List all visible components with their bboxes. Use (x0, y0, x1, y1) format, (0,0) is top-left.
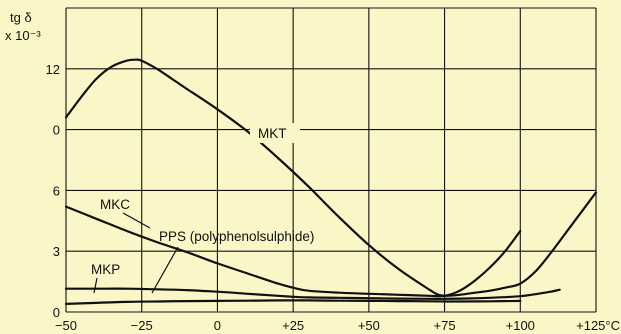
series-line-mkt (64, 58, 598, 297)
series-line-pps (64, 287, 561, 300)
x-tick-label: 0 (214, 318, 221, 333)
y-tick-label: 0 (53, 123, 60, 138)
series-group (64, 58, 598, 305)
y-axis-unit-line-1: tg δ (10, 10, 32, 25)
y-tick-label: 12 (46, 62, 60, 77)
series-labels: MKT MKC PPS (polyphenolsulphide) MKP (91, 123, 314, 294)
series-line-mkp (64, 299, 522, 305)
leader-line-mkp (93, 277, 98, 294)
plot-area (66, 8, 596, 312)
y-tick-label: 3 (53, 244, 60, 259)
series-label-mkc: MKC (100, 197, 130, 212)
series-label-pps: PPS (polyphenolsulphide) (159, 229, 314, 244)
y-tick-label: 6 (53, 183, 60, 198)
series-label-mkt: MKT (258, 126, 287, 141)
x-tick-label: +50 (358, 318, 380, 333)
y-tick-label: 0 (53, 305, 60, 320)
y-axis-ticks: 0 3 6 0 12 (46, 62, 60, 320)
x-tick-label: +100 (506, 318, 535, 333)
x-axis-ticks: −50 −25 0 +25 +50 +75 +100 +125°C (55, 318, 620, 333)
x-tick-label: −50 (55, 318, 77, 333)
x-tick-label: +75 (434, 318, 456, 333)
y-axis-unit-line-2: x 10⁻³ (5, 28, 41, 43)
x-tick-label: +25 (282, 318, 304, 333)
x-tick-label: −25 (131, 318, 153, 333)
series-label-background (250, 123, 300, 143)
series-label-mkp: MKP (91, 262, 120, 277)
grid (65, 7, 597, 313)
leader-line-pps (151, 246, 179, 294)
leader-line-mkc (122, 212, 151, 229)
series-line-mkc (64, 205, 522, 298)
x-tick-label: +125°C (576, 318, 620, 333)
